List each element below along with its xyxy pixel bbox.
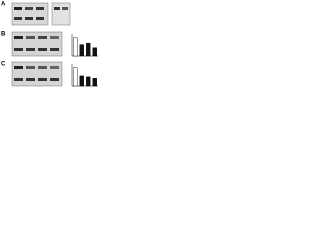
bar (79, 44, 84, 57)
bar (86, 76, 91, 87)
bar (86, 42, 91, 57)
bar (92, 47, 97, 57)
bar (92, 78, 97, 87)
bar (79, 75, 84, 87)
figure: A B C (1, 2, 98, 87)
blot-a (11, 2, 71, 26)
blot-b (11, 31, 63, 57)
panel-label: B (1, 32, 6, 38)
panel-label: A (1, 2, 6, 8)
bar (73, 67, 78, 87)
panel-label: C (1, 62, 6, 68)
bar (73, 37, 78, 57)
blot-c (11, 61, 63, 87)
